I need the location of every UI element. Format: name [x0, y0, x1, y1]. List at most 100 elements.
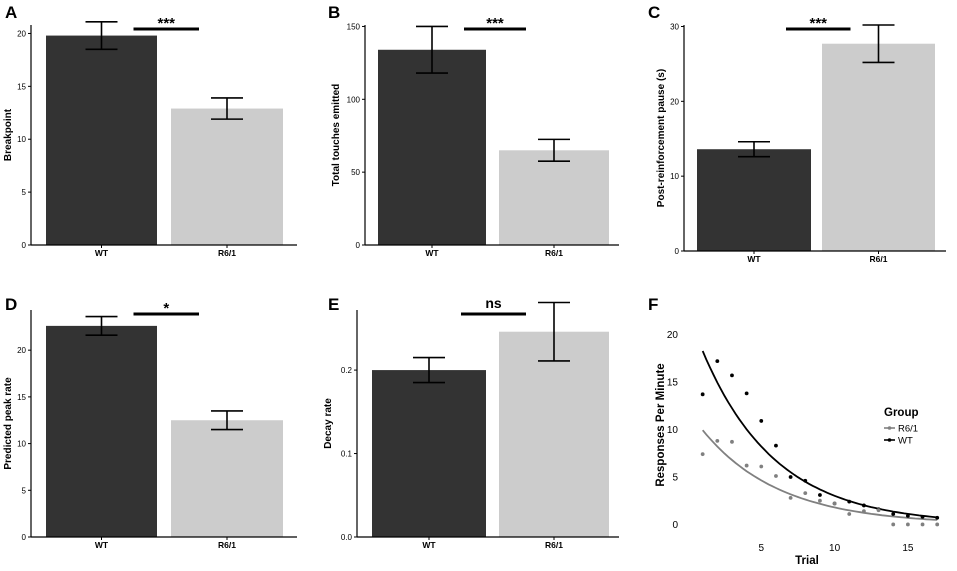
significance-label: *	[163, 300, 169, 317]
y-tick-label: 20	[17, 29, 26, 38]
panel-B: B WT R6/1 0 50 100 150 Total touches emitted ***	[328, 3, 619, 258]
data-point	[803, 491, 808, 496]
x-tick-label: WT	[425, 248, 439, 258]
bar-r61	[171, 420, 283, 537]
bar-wt	[378, 49, 486, 245]
bar-r61	[822, 43, 935, 251]
x-tick-label: R6/1	[218, 248, 236, 258]
data-point	[935, 515, 940, 520]
y-tick-label: 10	[670, 172, 679, 181]
y-tick-label: 15	[17, 82, 26, 91]
y-tick-label: 20	[667, 330, 679, 341]
data-point	[700, 452, 705, 457]
y-tick-label: 100	[347, 95, 361, 104]
y-tick-label: 20	[17, 346, 26, 355]
y-tick-label: 150	[347, 22, 361, 31]
series-wt	[700, 359, 940, 520]
y-tick-label: 20	[670, 97, 679, 106]
panel-letter: A	[5, 3, 17, 22]
y-tick-label: 0	[356, 241, 361, 250]
panel-E: E WT R6/1 0.0 0.1 0.2 Decay rate ns	[323, 295, 619, 550]
y-axis-label: Predicted peak rate	[3, 377, 14, 470]
data-point	[803, 478, 808, 483]
x-tick-label: 10	[829, 543, 841, 554]
data-point	[832, 501, 837, 506]
y-tick-label: 10	[667, 425, 679, 436]
data-point	[759, 464, 764, 469]
y-tick-label: 0.1	[341, 450, 353, 459]
legend-swatch-point	[887, 438, 892, 442]
data-point	[730, 373, 734, 378]
y-tick-label: 50	[351, 168, 360, 177]
y-tick-label: 0	[22, 533, 27, 542]
bar-r61	[499, 331, 609, 537]
data-point	[920, 514, 925, 519]
x-tick-label: R6/1	[545, 248, 563, 258]
bar-wt	[46, 325, 157, 537]
data-point	[788, 495, 793, 500]
y-tick-label: 15	[17, 393, 26, 402]
y-tick-label: 5	[22, 188, 27, 197]
data-point	[715, 438, 720, 443]
y-axis-label: Post-reinforcement pause (s)	[656, 69, 667, 207]
legend-entry: R6/1	[898, 424, 918, 435]
panel-C: C WT R6/1 0 10 20 30 Post-reinforcement pause (…	[648, 3, 946, 264]
data-point	[700, 392, 705, 397]
y-tick-label: 30	[670, 22, 679, 31]
significance-label: ***	[809, 15, 827, 32]
error-bar	[211, 97, 243, 120]
data-point	[774, 474, 778, 478]
y-axis-label: Decay rate	[323, 398, 334, 449]
data-point	[730, 439, 734, 444]
series-r61	[700, 438, 940, 527]
data-point	[891, 522, 896, 527]
panel-letter: B	[328, 3, 340, 22]
legend-entry: WT	[898, 436, 913, 447]
data-point	[935, 522, 940, 527]
bar-r61	[499, 150, 609, 245]
data-point	[847, 512, 852, 516]
x-tick-label: R6/1	[545, 540, 563, 550]
significance-label: ns	[485, 295, 502, 311]
legend-swatch-point	[887, 426, 892, 430]
data-point	[818, 498, 822, 503]
data-point	[876, 508, 881, 513]
significance-label: ***	[157, 15, 175, 32]
x-tick-label: WT	[95, 248, 109, 258]
data-point	[920, 522, 925, 527]
significance-label: ***	[486, 15, 504, 32]
data-point	[847, 499, 852, 504]
error-bar	[538, 301, 570, 362]
data-point	[759, 419, 764, 423]
data-point	[818, 493, 822, 497]
data-point	[905, 522, 910, 527]
error-bar	[538, 138, 570, 163]
x-axis-label: Trial	[795, 555, 819, 567]
fit-line-r61	[702, 429, 938, 521]
y-tick-label: 10	[17, 135, 26, 144]
x-tick-label: WT	[95, 540, 109, 550]
panel-D: D WT R6/1 0 5 10 15 20 Predicted peak rate *	[3, 295, 297, 550]
y-tick-label: 0	[675, 247, 680, 256]
data-point	[862, 509, 866, 514]
y-axis-label: Breakpoint	[3, 108, 14, 161]
x-tick-label: WT	[422, 540, 436, 550]
error-bar	[862, 24, 895, 64]
data-point	[744, 391, 749, 396]
error-bar	[85, 315, 118, 337]
error-bar	[85, 21, 118, 51]
data-point	[905, 514, 910, 518]
data-point	[788, 475, 793, 479]
y-tick-label: 10	[17, 440, 26, 449]
bar-wt	[372, 370, 486, 537]
bar-r61	[171, 108, 283, 245]
x-tick-label: 15	[902, 543, 914, 554]
bar-wt	[46, 35, 157, 246]
error-bar	[211, 410, 243, 431]
data-point	[774, 443, 778, 448]
data-point	[715, 359, 720, 363]
y-tick-label: 0.2	[341, 366, 353, 375]
data-point	[744, 463, 749, 468]
x-tick-label: R6/1	[218, 540, 236, 550]
